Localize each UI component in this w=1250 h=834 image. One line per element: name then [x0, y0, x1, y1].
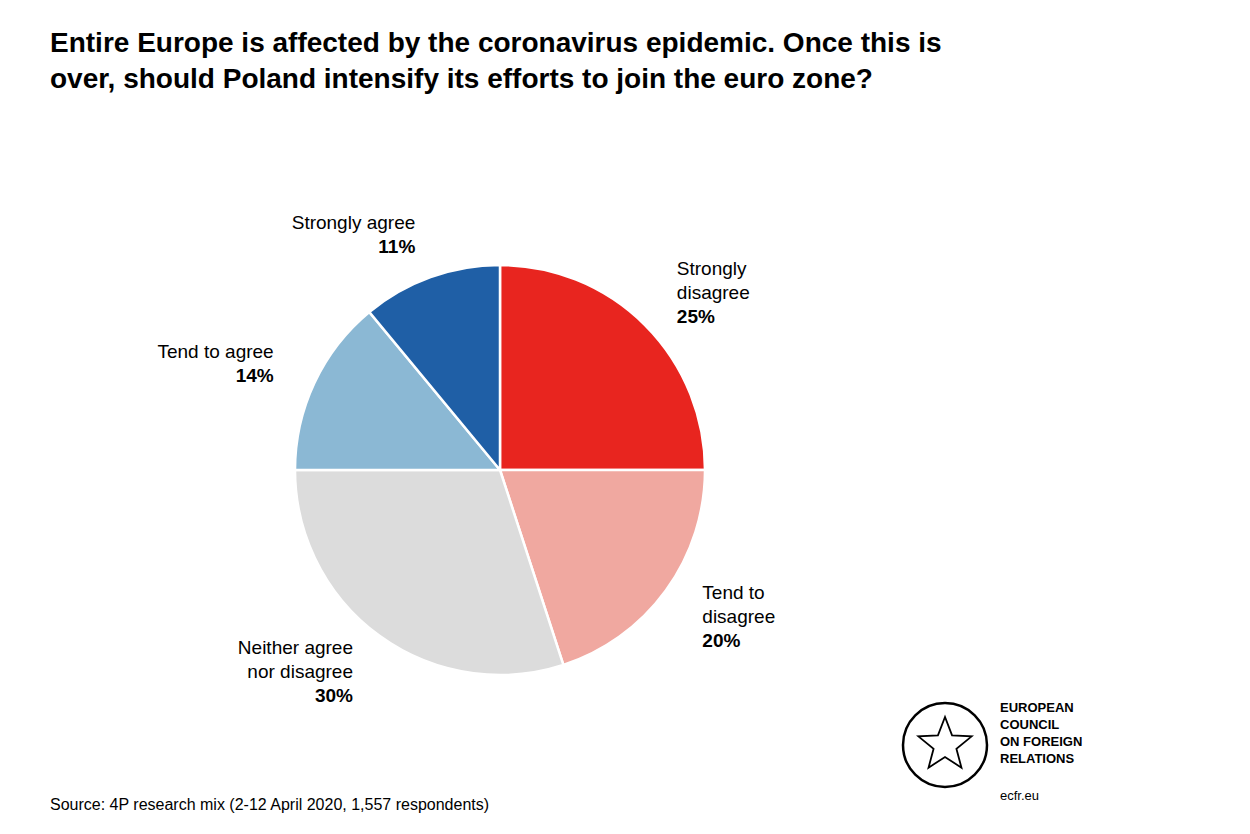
source: Source: 4P research mix (2-12 April 2020…	[50, 796, 489, 813]
title: Entire Europe is affected by the coronav…	[50, 27, 942, 94]
title-line: Entire Europe is affected by the coronav…	[50, 27, 942, 58]
slice-value-label: 14%	[236, 365, 274, 386]
chart: Entire Europe is affected by the coronav…	[0, 0, 1250, 834]
logo-text-line: EUROPEAN	[1000, 700, 1074, 715]
slice-value-label: 11%	[378, 236, 415, 257]
pie	[295, 265, 705, 675]
slice-label-line: disagree	[702, 606, 775, 627]
logo-text-line: COUNCIL	[1000, 717, 1059, 732]
slice-label: Tend to agree 14%	[157, 341, 273, 386]
slice-value-label: 25%	[677, 306, 715, 327]
slice-label: Neither agree nor disagree 30%	[238, 637, 353, 706]
slice-label: Tend to disagree 20%	[702, 582, 775, 651]
logo-circle	[903, 703, 987, 787]
slice-value-label: 20%	[702, 630, 740, 651]
slice-label-line: Tend to	[702, 582, 764, 603]
slice-label-line: nor disagree	[247, 661, 353, 682]
slice-label-line: disagree	[677, 282, 750, 303]
slice-label-line: Tend to agree	[157, 341, 273, 362]
slice-label: Strongly agree 11%	[292, 212, 416, 257]
slice-label-line: Strongly	[677, 258, 747, 279]
slice-value-label: 30%	[315, 685, 353, 706]
slice-label-line: Strongly agree	[292, 212, 416, 233]
logo-text-line: ON FOREIGN	[1000, 734, 1082, 749]
logo-star	[918, 717, 971, 768]
logo-text-line: RELATIONS	[1000, 751, 1074, 766]
slice-label: Strongly disagree 25%	[677, 258, 750, 327]
title-line: over, should Poland intensify its effort…	[50, 63, 873, 94]
pie-slice	[500, 265, 705, 470]
logo-site: ecfr.eu	[1000, 788, 1039, 803]
logo-text: EUROPEAN COUNCIL ON FOREIGN RELATIONS	[1000, 700, 1082, 766]
slice-label-line: Neither agree	[238, 637, 353, 658]
pie-slice	[369, 265, 500, 470]
